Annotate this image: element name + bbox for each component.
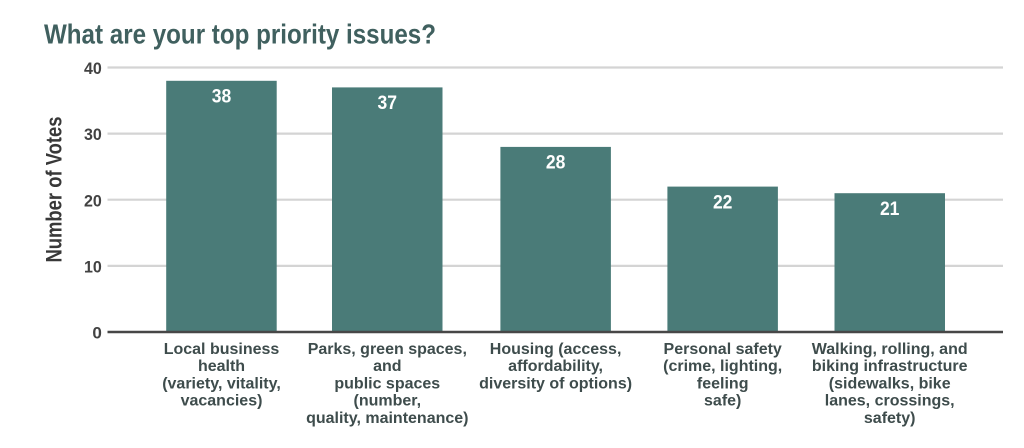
svg-text:20: 20 [84,191,102,210]
svg-text:0: 0 [92,324,101,343]
svg-text:affordability,: affordability, [508,358,603,375]
svg-text:diversity of options): diversity of options) [479,375,632,392]
svg-text:health: health [198,358,245,375]
svg-text:quality, maintenance): quality, maintenance) [306,410,468,427]
svg-text:lanes, crossings,: lanes, crossings, [825,393,955,410]
svg-text:21: 21 [880,199,900,220]
svg-text:What are your top priority iss: What are your top priority issues? [44,19,436,50]
svg-text:22: 22 [713,192,733,213]
svg-text:(variety, vitality,: (variety, vitality, [162,375,281,392]
svg-text:(sidewalks, bike: (sidewalks, bike [829,375,951,392]
svg-text:40: 40 [84,59,102,78]
svg-text:28: 28 [546,153,566,174]
svg-text:37: 37 [378,93,398,114]
svg-text:Personal safety: Personal safety [664,341,782,358]
svg-text:safe): safe) [704,393,741,410]
svg-text:Walking, rolling, and: Walking, rolling, and [812,341,968,358]
svg-text:public spaces: public spaces [334,375,440,392]
svg-text:Parks, green spaces,: Parks, green spaces, [308,341,467,358]
svg-text:38: 38 [212,87,232,108]
svg-text:Local business: Local business [164,341,280,358]
svg-text:Housing (access,: Housing (access, [490,341,622,358]
svg-text:10: 10 [84,258,102,277]
svg-text:safety): safety) [864,410,916,427]
svg-text:and: and [373,358,401,375]
svg-text:vacancies): vacancies) [181,393,263,410]
svg-text:biking infrastructure: biking infrastructure [812,358,968,375]
svg-text:(crime, lighting,: (crime, lighting, [663,358,782,375]
svg-text:feeling: feeling [697,375,749,392]
svg-text:Number of Votes: Number of Votes [42,117,67,263]
svg-text:(number,: (number, [354,393,422,410]
svg-text:30: 30 [84,125,102,144]
